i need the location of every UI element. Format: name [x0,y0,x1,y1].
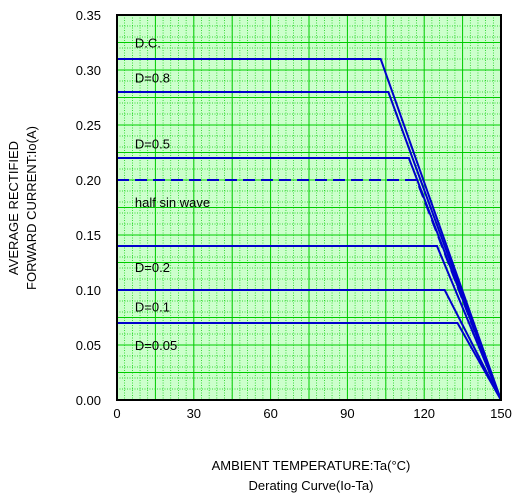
chart-caption: Derating Curve(Io-Ta) [249,478,374,493]
series-annotation: half sin wave [135,195,210,210]
x-tick-label: 60 [263,406,277,421]
y-axis-title-line-1: AVERAGE RECTIFIED [6,141,21,275]
series-line-d-0-8 [117,91,502,401]
series-annotation: D=0.2 [135,260,170,275]
y-tick-label: 0.05 [76,338,101,353]
x-tick-label: 90 [340,406,354,421]
series-line-d-0-5 [117,157,502,401]
series-line-d-0-2 [117,245,502,401]
x-tick-label: 0 [113,406,120,421]
x-tick-label: 120 [413,406,435,421]
series-line-d-0-05 [117,322,502,401]
plot-border [116,14,502,401]
y-tick-label: 0.30 [76,63,101,78]
y-tick-label: 0.00 [76,393,101,408]
series-annotation: D=0.1 [135,300,170,315]
series-layer [117,58,502,401]
series-annotations: D.C. D=0.8 D=0.5 half sin wave D=0.2 D=0.1 D=0… [135,36,210,354]
series-annotation: D=0.8 [135,71,170,86]
x-tick-label: 30 [187,406,201,421]
y-tick-label: 0.20 [76,173,101,188]
y-tick-label: 0.35 [76,8,101,23]
x-tick-label: 150 [490,406,512,421]
x-axis-title: AMBIENT TEMPERATURE:Ta(°C) [212,458,411,473]
series-line-d-0-1 [117,289,502,401]
series-annotation: D.C. [135,36,161,51]
plot-frame [116,14,502,401]
series-line-half-sin-wave [117,179,502,401]
series-line-d-c- [117,58,502,401]
tick-labels: 0 30 60 90 120 150 0.00 0.05 0.10 0.15 0.20 0.25 0.3… [76,8,512,421]
series-annotation: D=0.05 [135,338,177,353]
y-tick-label: 0.10 [76,283,101,298]
y-tick-label: 0.25 [76,118,101,133]
y-axis-title-line-2: FORWARD CURRENT:Io(A) [24,126,39,290]
series-annotation: D=0.5 [135,137,170,152]
y-tick-label: 0.15 [76,228,101,243]
